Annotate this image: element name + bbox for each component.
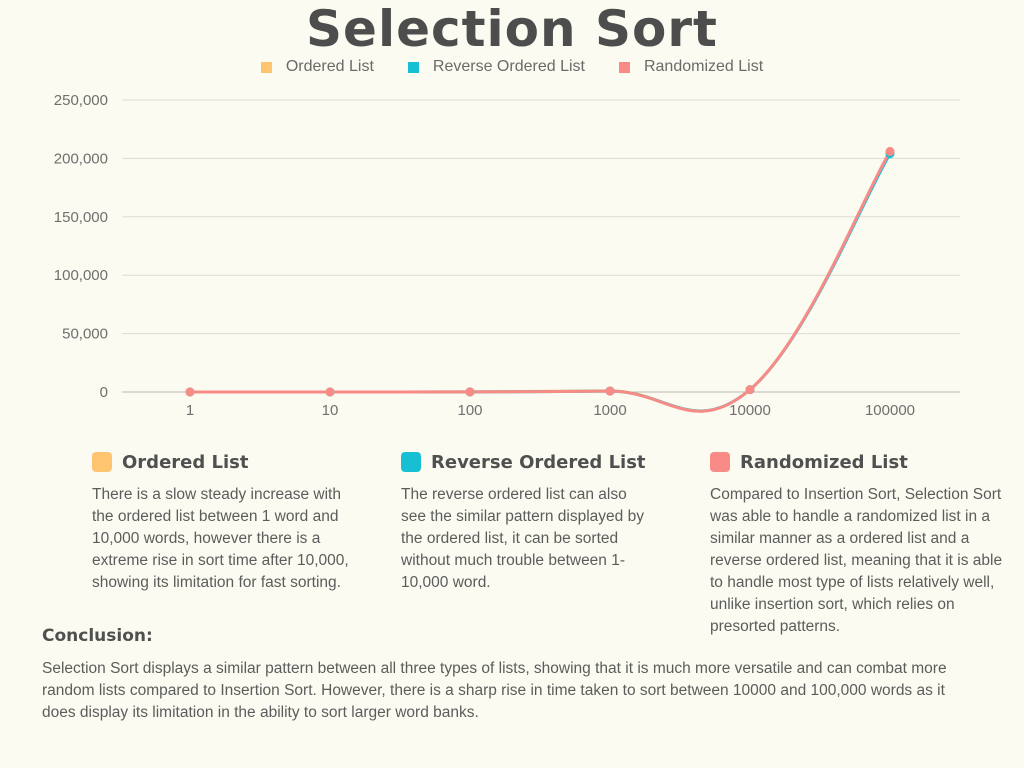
series-line-2	[188, 149, 892, 413]
conclusion-text: Selection Sort displays a similar patter…	[42, 660, 947, 721]
y-tick-label: 200,000	[54, 150, 108, 167]
section-swatch-ordered	[92, 452, 112, 472]
legend-label-ordered: Ordered List	[285, 58, 374, 75]
legend-label-reverse: Reverse Ordered List	[432, 58, 585, 75]
section-reverse: Reverse Ordered List The reverse ordered…	[401, 450, 651, 594]
legend-item-randomized: Randomized List	[618, 58, 764, 76]
x-tick-label: 100	[457, 402, 482, 419]
section-ordered: Ordered List There is a slow steady incr…	[92, 450, 352, 594]
x-tick-label: 1000	[593, 402, 626, 419]
section-text-ordered: There is a slow steady increase with the…	[92, 486, 349, 591]
y-tick-label: 50,000	[62, 326, 108, 343]
data-point-2	[605, 386, 615, 396]
x-tick-label: 10	[322, 402, 339, 419]
section-randomized: Randomized List Compared to Insertion So…	[710, 450, 1010, 638]
section-swatch-randomized	[710, 452, 730, 472]
section-title-reverse: Reverse Ordered List	[431, 451, 646, 473]
y-tick-label: 250,000	[54, 92, 108, 109]
legend-swatch-ordered	[260, 61, 272, 73]
data-point-2	[745, 385, 755, 395]
chart-legend: Ordered List Reverse Ordered List Random…	[0, 58, 1024, 76]
line-chart: 0 50,000 100,000 150,000 200,000 250,000 1 10 1…	[54, 92, 960, 419]
legend-swatch-reverse	[407, 61, 419, 73]
section-swatch-reverse	[401, 452, 421, 472]
section-title-randomized: Randomized List	[740, 451, 908, 473]
section-text-randomized: Compared to Insertion Sort, Selection So…	[710, 486, 1003, 635]
legend-item-ordered: Ordered List	[260, 58, 374, 76]
data-point-2	[885, 146, 895, 156]
y-tick-label: 150,000	[54, 209, 108, 226]
series-line-1	[188, 152, 892, 413]
data-point-2	[465, 387, 475, 397]
conclusion-title: Conclusion:	[42, 626, 153, 646]
section-text-reverse: The reverse ordered list can also see th…	[401, 486, 644, 591]
chart-title: Selection Sort	[306, 0, 718, 58]
data-point-2	[325, 387, 335, 397]
series-line-0	[188, 151, 892, 413]
legend-swatch-randomized	[618, 61, 630, 73]
data-point-2	[185, 387, 195, 397]
y-tick-label: 0	[100, 384, 108, 401]
x-tick-label: 1	[186, 402, 194, 419]
x-tick-label: 100000	[865, 402, 915, 419]
legend-label-randomized: Randomized List	[643, 58, 764, 75]
x-tick-label: 10000	[729, 402, 771, 419]
y-tick-label: 100,000	[54, 267, 108, 284]
section-title-ordered: Ordered List	[122, 451, 249, 473]
legend-item-reverse: Reverse Ordered List	[407, 58, 585, 76]
